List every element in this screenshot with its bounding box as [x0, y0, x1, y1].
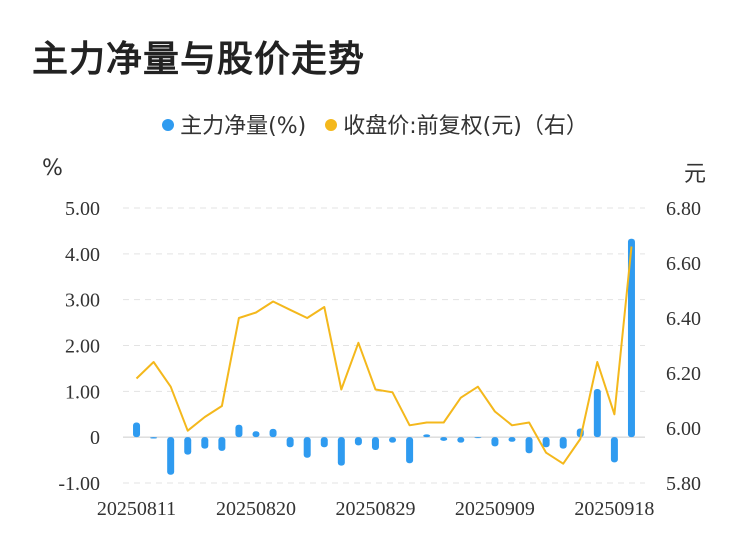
net-volume-bar — [167, 437, 175, 475]
y-left-tick-label: 3.00 — [65, 290, 100, 312]
y-right-tick-label: 6.80 — [666, 198, 701, 220]
net-volume-bar — [252, 431, 260, 438]
net-volume-bar — [303, 437, 311, 458]
y-right-unit: 元 — [684, 162, 707, 187]
net-volume-bar — [525, 437, 533, 454]
net-volume-bar — [559, 437, 567, 449]
net-volume-bar — [491, 437, 499, 447]
net-volume-bar — [508, 437, 516, 442]
net-volume-bar — [184, 437, 192, 455]
net-volume-bar — [627, 238, 635, 438]
net-volume-bar — [474, 437, 482, 439]
net-volume-bar — [423, 434, 431, 438]
legend-dot-net-volume — [162, 119, 175, 131]
net-volume-bar — [354, 437, 362, 446]
net-volume-bar — [389, 437, 397, 443]
y-right-tick-label: 5.80 — [666, 473, 701, 495]
legend-label-close-price: 收盘价:前复权(元)（右） — [343, 114, 588, 139]
net-volume-bar — [150, 437, 158, 439]
x-tick-label: 20250909 — [455, 498, 535, 520]
legend-label-net-volume: 主力净量(%) — [180, 114, 307, 139]
y-right-tick-label: 6.20 — [666, 363, 701, 385]
y-left-tick-label: 5.00 — [65, 198, 100, 220]
net-volume-bar — [542, 437, 550, 448]
chart-legend: 主力净量(%) 收盘价:前复权(元)（右） — [0, 108, 750, 140]
y-left-tick-label: -1.00 — [58, 473, 100, 495]
chart-title: 主力净量与股价走势 — [32, 39, 366, 80]
legend-dot-close-price — [325, 119, 338, 131]
net-volume-bar — [133, 422, 141, 438]
net-volume-bar — [269, 428, 277, 438]
x-tick-label: 20250820 — [216, 498, 296, 520]
net-volume-bar — [337, 437, 345, 466]
y-right-tick-label: 6.60 — [666, 253, 701, 275]
legend-item-net-volume[interactable]: 主力净量(%) — [162, 108, 306, 140]
net-volume-bar — [406, 437, 414, 464]
y-left-tick-label: 2.00 — [65, 336, 100, 358]
x-tick-label: 20250918 — [574, 498, 654, 520]
net-volume-bar — [218, 437, 226, 451]
net-volume-bar — [201, 437, 209, 449]
x-tick-label: 20250829 — [335, 498, 415, 520]
net-volume-bar — [457, 437, 465, 443]
legend-item-close-price[interactable]: 收盘价:前复权(元)（右） — [325, 108, 588, 140]
x-tick-label: 20250811 — [97, 498, 176, 520]
y-left-tick-label: 0 — [90, 427, 100, 449]
net-volume-bar — [371, 437, 379, 450]
net-volume-bar — [440, 437, 448, 441]
y-left-tick-label: 1.00 — [65, 381, 100, 403]
y-left-tick-label: 4.00 — [65, 244, 100, 266]
net-volume-bar — [286, 437, 294, 448]
net-volume-bar — [593, 389, 601, 438]
y-right-tick-label: 6.40 — [666, 308, 701, 330]
net-volume-bar — [235, 424, 243, 438]
y-right-tick-label: 6.00 — [666, 418, 701, 440]
net-volume-bar — [320, 437, 328, 448]
close-price-line — [135, 246, 633, 465]
y-left-unit: % — [42, 156, 63, 181]
net-volume-bar — [610, 437, 618, 463]
